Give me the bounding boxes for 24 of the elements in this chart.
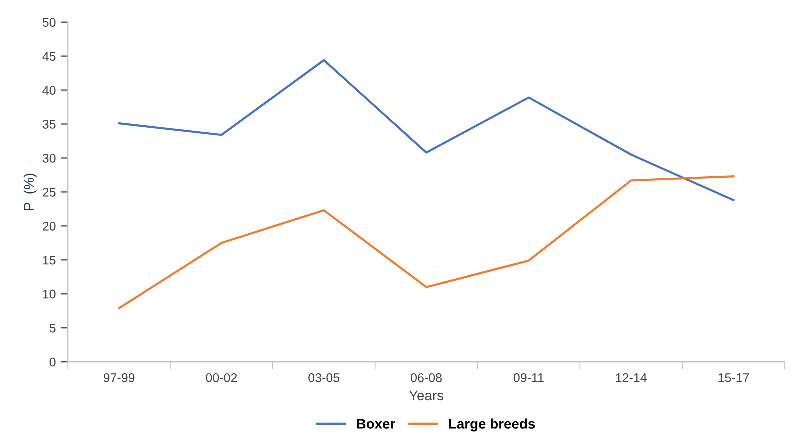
y-tick-label: 15 <box>43 256 56 265</box>
y-tick-label: 40 <box>42 86 56 95</box>
y-tick-label: 50 <box>42 18 56 27</box>
line-series <box>118 176 735 310</box>
y-tick-label: 30 <box>42 154 56 163</box>
x-tick-label: 12-14 <box>616 374 647 382</box>
y-axis-title: P (%) <box>24 174 37 210</box>
x-tick-label: 09-11 <box>514 374 544 382</box>
legend-label: Large breeds <box>449 418 536 432</box>
y-tick-label: 35 <box>42 120 56 129</box>
x-tick-label: 06-08 <box>411 374 442 382</box>
y-tick-label: 5 <box>50 324 56 333</box>
legend-label: Boxer <box>357 419 396 429</box>
y-tick-label: 10 <box>43 290 56 299</box>
x-tick-label: 15-17 <box>718 374 750 382</box>
x-tick-label: 00-02 <box>206 374 238 382</box>
line-series <box>118 59 735 202</box>
x-axis-title: Years <box>409 390 444 401</box>
y-tick-label: 0 <box>50 358 56 367</box>
y-tick-label: 45 <box>42 52 56 61</box>
y-tick-label: 20 <box>43 222 56 231</box>
x-tick-label: 03-05 <box>308 374 340 382</box>
y-tick-label: 25 <box>43 188 56 197</box>
x-tick-label: 97-99 <box>104 374 135 382</box>
